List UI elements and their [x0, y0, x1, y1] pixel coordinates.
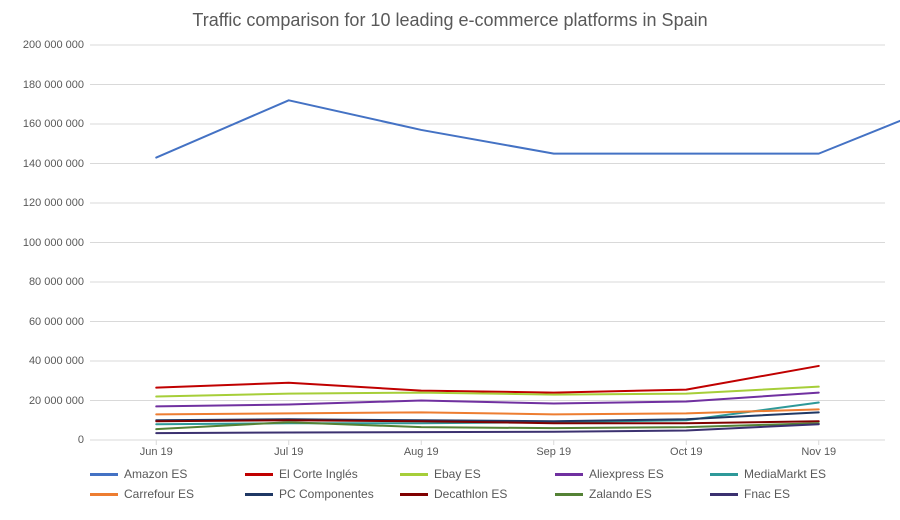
legend-swatch — [245, 493, 273, 496]
legend-swatch — [400, 493, 428, 496]
x-tick-label: Jul 19 — [274, 440, 303, 458]
y-tick-label: 20 000 000 — [29, 395, 90, 407]
legend-item: Carrefour ES — [90, 485, 245, 503]
legend-swatch — [90, 473, 118, 476]
legend-swatch — [90, 493, 118, 496]
legend-label: Fnac ES — [744, 487, 790, 501]
x-tick-label: Nov 19 — [801, 440, 836, 458]
legend-item: Fnac ES — [710, 485, 865, 503]
legend-label: Ebay ES — [434, 467, 481, 481]
y-tick-label: 200 000 000 — [23, 39, 90, 51]
legend-item: Amazon ES — [90, 465, 245, 483]
y-tick-label: 180 000 000 — [23, 79, 90, 91]
y-tick-label: 100 000 000 — [23, 237, 90, 249]
x-tick-label: Aug 19 — [404, 440, 439, 458]
legend-swatch — [555, 473, 583, 476]
legend-label: El Corte Inglés — [279, 467, 358, 481]
legend-label: MediaMarkt ES — [744, 467, 826, 481]
legend: Amazon ES El Corte Inglés Ebay ES Aliexpres… — [90, 465, 890, 503]
y-tick-label: 40 000 000 — [29, 355, 90, 367]
legend-label: PC Componentes — [279, 487, 374, 501]
y-tick-label: 60 000 000 — [29, 316, 90, 328]
plot-area: 020 000 00040 000 00060 000 00080 000 00… — [90, 45, 885, 440]
legend-swatch — [245, 473, 273, 476]
legend-label: Zalando ES — [589, 487, 652, 501]
legend-item: MediaMarkt ES — [710, 465, 865, 483]
legend-label: Decathlon ES — [434, 487, 507, 501]
x-tick-label: Jun 19 — [140, 440, 173, 458]
legend-item: Decathlon ES — [400, 485, 555, 503]
legend-swatch — [710, 493, 738, 496]
x-tick-label: Oct 19 — [670, 440, 702, 458]
legend-swatch — [710, 473, 738, 476]
legend-item: PC Componentes — [245, 485, 400, 503]
y-tick-label: 0 — [78, 434, 90, 446]
legend-label: Aliexpress ES — [589, 467, 664, 481]
legend-item: Ebay ES — [400, 465, 555, 483]
chart-title: Traffic comparison for 10 leading e-comm… — [0, 10, 900, 31]
legend-item: El Corte Inglés — [245, 465, 400, 483]
legend-swatch — [400, 473, 428, 476]
y-tick-label: 80 000 000 — [29, 276, 90, 288]
x-tick-label: Sep 19 — [536, 440, 571, 458]
legend-item: Aliexpress ES — [555, 465, 710, 483]
y-tick-label: 160 000 000 — [23, 118, 90, 130]
y-tick-label: 140 000 000 — [23, 158, 90, 170]
y-tick-label: 120 000 000 — [23, 197, 90, 209]
chart-container: Traffic comparison for 10 leading e-comm… — [0, 0, 900, 520]
legend-label: Amazon ES — [124, 467, 187, 481]
legend-swatch — [555, 493, 583, 496]
legend-item: Zalando ES — [555, 485, 710, 503]
plot-svg — [90, 45, 885, 440]
legend-label: Carrefour ES — [124, 487, 194, 501]
